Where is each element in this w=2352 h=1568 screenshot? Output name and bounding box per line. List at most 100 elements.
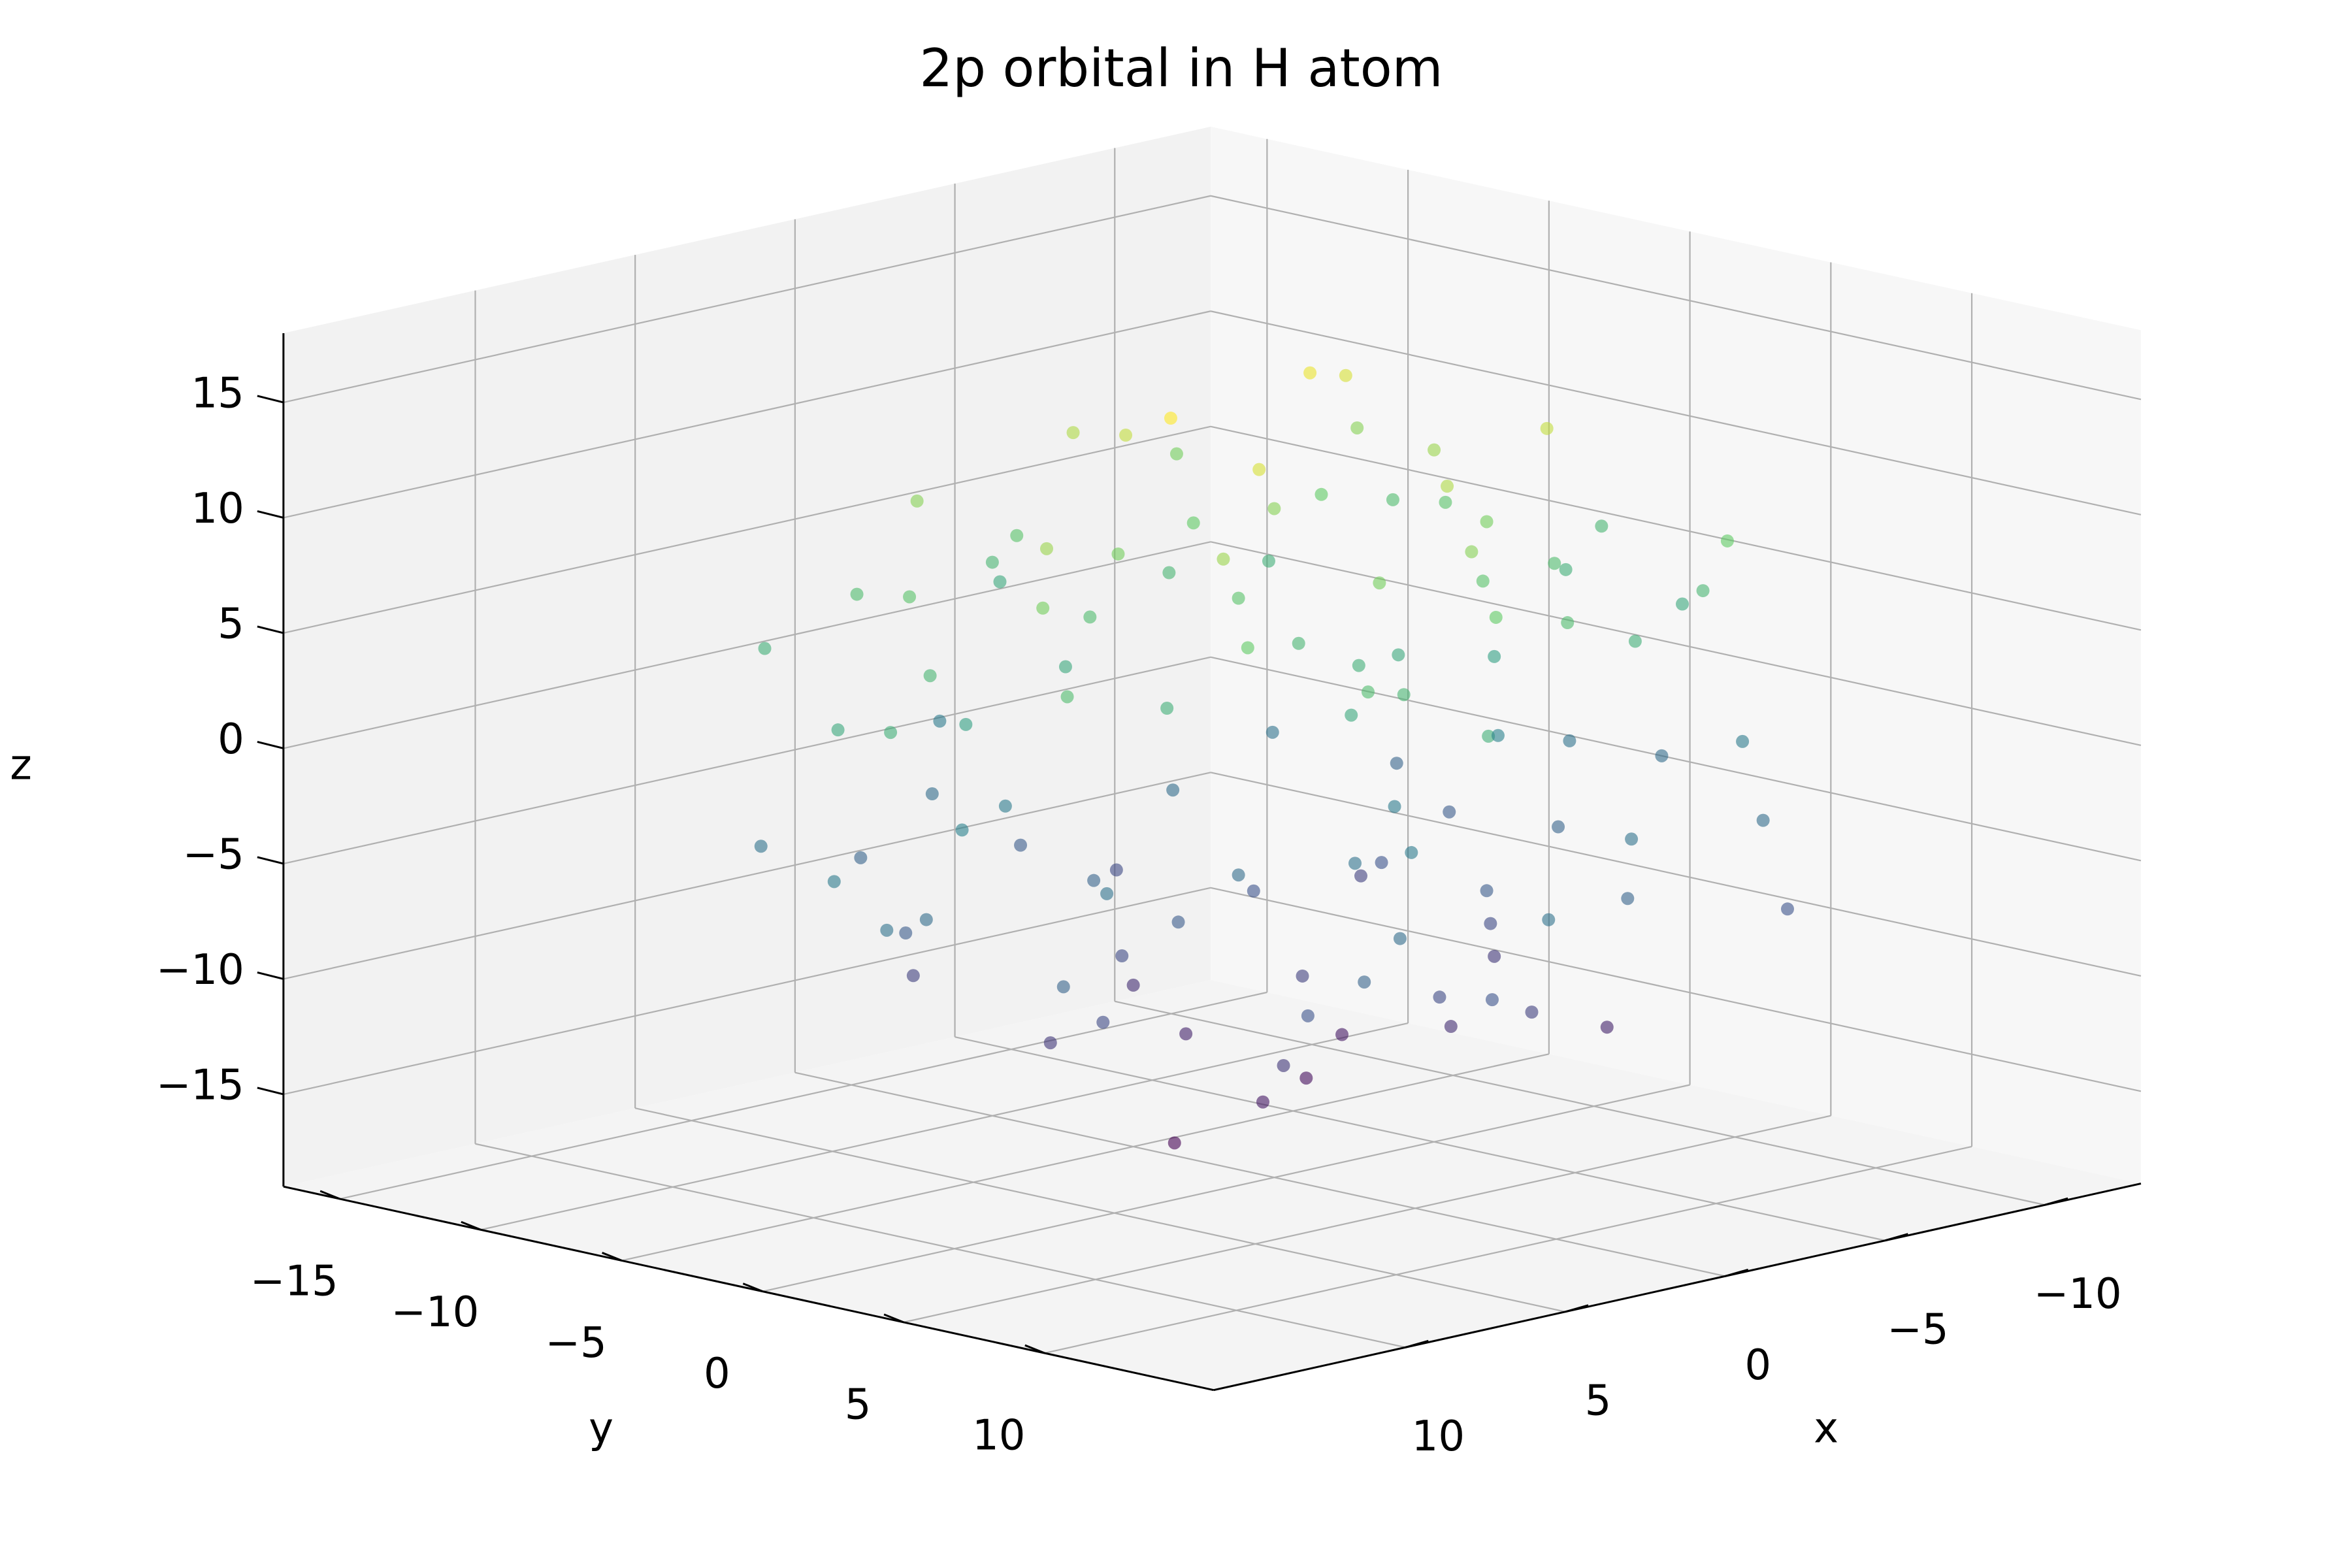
tick-mark <box>883 1313 904 1324</box>
point <box>1361 685 1375 699</box>
point <box>998 799 1012 813</box>
point <box>850 587 864 601</box>
point <box>1480 884 1494 898</box>
point <box>955 823 969 837</box>
point <box>1488 649 1501 663</box>
x-tick-label: −10 <box>2034 1270 2122 1318</box>
point <box>925 787 939 801</box>
tick-mark <box>257 856 284 865</box>
point <box>1335 1028 1349 1041</box>
point <box>1168 1136 1181 1150</box>
point <box>884 726 898 740</box>
point <box>1036 601 1050 615</box>
point <box>758 642 772 655</box>
point <box>1160 702 1174 715</box>
pane-right <box>1211 126 2141 1184</box>
grid-line <box>1210 195 2142 400</box>
point <box>1169 447 1183 461</box>
point <box>906 969 920 983</box>
point <box>1303 366 1317 380</box>
grid-line <box>1210 310 2142 515</box>
tick-mark <box>257 510 284 519</box>
point <box>1373 576 1386 590</box>
z-tick-label: 10 <box>191 485 244 533</box>
point <box>1491 728 1505 742</box>
tick-mark <box>319 1190 340 1200</box>
point <box>1232 591 1245 605</box>
point <box>1292 636 1305 650</box>
grid-line <box>1210 887 2142 1092</box>
point <box>985 555 999 569</box>
point <box>1433 990 1446 1004</box>
point <box>1126 978 1140 992</box>
grid-line <box>1044 1145 1972 1354</box>
point <box>1443 805 1456 819</box>
point <box>1484 917 1497 930</box>
point <box>1232 868 1245 882</box>
y-tick-label: 0 <box>704 1350 730 1398</box>
y-axis-label: y <box>589 1405 613 1453</box>
pane-left <box>283 126 1211 1187</box>
z-axis-label: z <box>10 742 32 790</box>
point <box>1628 634 1642 648</box>
point <box>1277 1058 1290 1072</box>
point <box>1241 641 1254 655</box>
grid-line <box>634 1107 1566 1313</box>
point <box>1096 1015 1110 1029</box>
grid-line <box>283 425 1211 634</box>
point <box>1267 502 1281 515</box>
point <box>1358 975 1371 989</box>
point <box>1525 1005 1539 1019</box>
grid-line <box>283 887 1211 1096</box>
grid-line <box>903 1115 1831 1323</box>
y-tick-label: −15 <box>250 1258 338 1306</box>
tick-mark <box>257 971 284 980</box>
point <box>1301 1009 1315 1022</box>
grid-line <box>283 195 1211 403</box>
point <box>1186 516 1200 530</box>
grid-line <box>1210 541 2142 746</box>
point <box>1345 708 1358 722</box>
point <box>1352 659 1365 672</box>
y-tick-label: 10 <box>972 1412 1025 1460</box>
y-tick-label: −5 <box>545 1319 606 1367</box>
point <box>1439 495 1452 509</box>
point <box>1625 832 1639 846</box>
tick-mark <box>1884 1233 1908 1242</box>
grid-line <box>283 541 1211 749</box>
point <box>1444 1020 1458 1034</box>
point <box>1393 932 1407 945</box>
point <box>1315 487 1328 501</box>
point <box>1388 800 1401 813</box>
point <box>1010 529 1024 542</box>
point <box>899 926 913 940</box>
z-tick-label: 15 <box>191 369 244 417</box>
tick-mark <box>461 1220 482 1231</box>
point <box>1060 690 1074 704</box>
point <box>1375 856 1388 870</box>
point <box>1040 542 1054 555</box>
point <box>1296 969 1309 983</box>
z-tick-label: −10 <box>156 946 244 994</box>
point <box>1489 610 1503 624</box>
point <box>1482 729 1495 743</box>
grid-line <box>480 1022 1409 1231</box>
point <box>1339 368 1352 382</box>
z-tick-label: 5 <box>218 600 244 648</box>
point <box>903 590 917 604</box>
point <box>1390 757 1403 770</box>
point <box>959 717 973 731</box>
point <box>993 575 1007 589</box>
point <box>1043 1036 1057 1050</box>
point <box>1552 820 1565 834</box>
point <box>1014 838 1028 852</box>
point <box>1621 892 1635 906</box>
point <box>1262 554 1275 568</box>
point <box>1386 493 1399 506</box>
point <box>1542 913 1556 926</box>
grid-line <box>283 656 1211 865</box>
tick-mark <box>257 625 284 634</box>
point <box>831 723 845 737</box>
z-tick-label: −5 <box>183 831 244 879</box>
